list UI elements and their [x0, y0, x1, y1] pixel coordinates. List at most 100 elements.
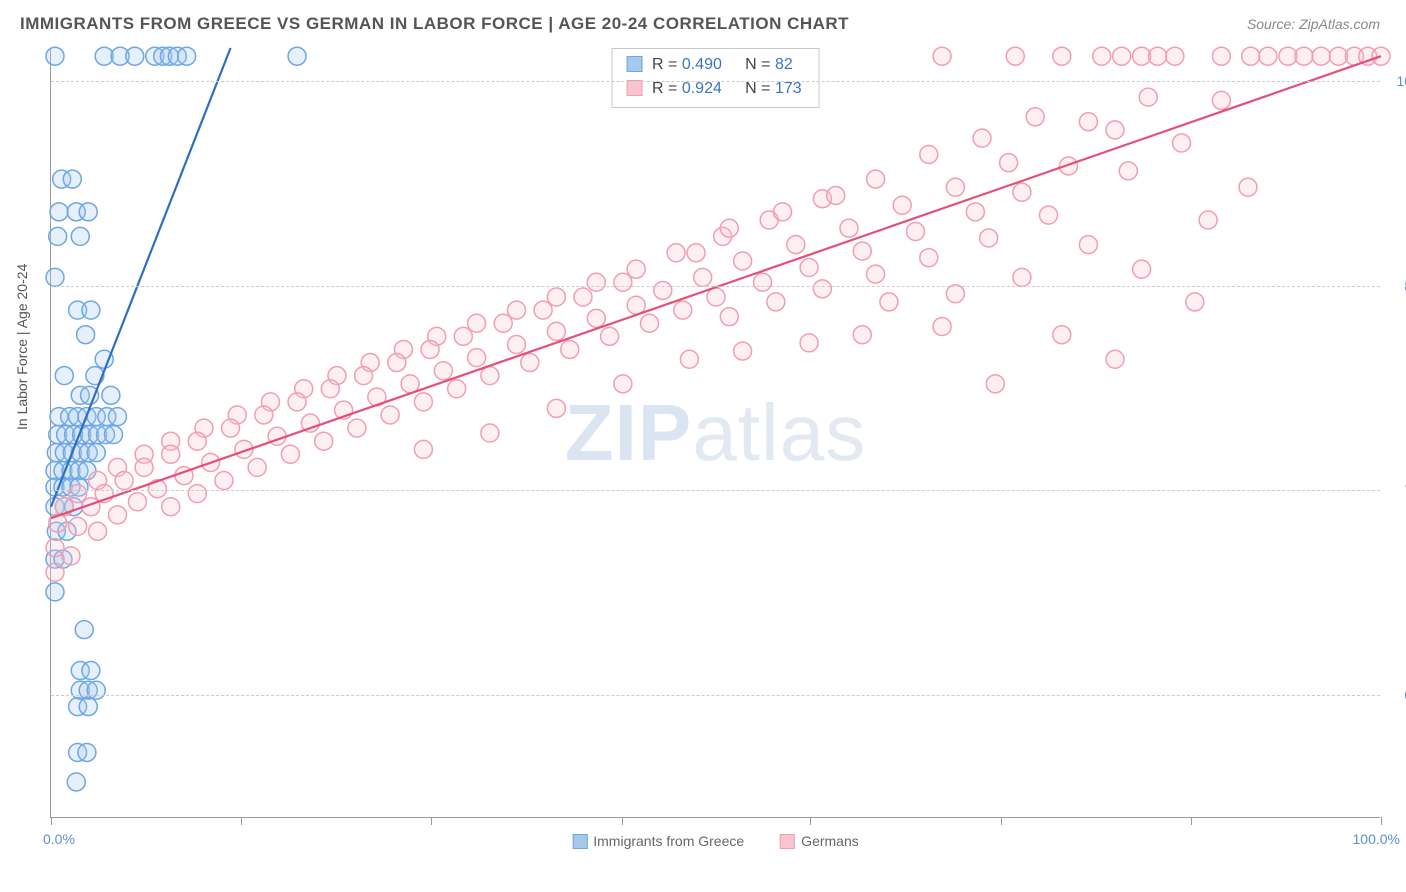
- data-point: [69, 485, 87, 503]
- x-tick: [1381, 817, 1382, 825]
- data-point: [547, 322, 565, 340]
- data-point: [840, 219, 858, 237]
- data-point: [1173, 134, 1191, 152]
- data-point: [321, 380, 339, 398]
- data-point: [67, 773, 85, 791]
- data-point: [547, 399, 565, 417]
- data-point: [734, 342, 752, 360]
- data-point: [82, 662, 100, 680]
- y-tick-label: 75.0%: [1388, 482, 1406, 498]
- x-tick: [51, 817, 52, 825]
- data-point: [1079, 113, 1097, 131]
- data-point: [687, 244, 705, 262]
- x-tick: [810, 817, 811, 825]
- gridline: [51, 81, 1380, 82]
- data-point: [907, 222, 925, 240]
- data-point: [215, 472, 233, 490]
- data-point: [55, 367, 73, 385]
- data-point: [255, 406, 273, 424]
- data-point: [1053, 47, 1071, 65]
- data-point: [128, 493, 146, 511]
- data-point: [288, 47, 306, 65]
- data-point: [707, 288, 725, 306]
- x-tick: [431, 817, 432, 825]
- data-point: [115, 472, 133, 490]
- gridline: [51, 490, 1380, 491]
- data-point: [680, 350, 698, 368]
- data-point: [880, 293, 898, 311]
- data-point: [248, 458, 266, 476]
- data-point: [800, 259, 818, 277]
- data-point: [1013, 183, 1031, 201]
- data-point: [694, 268, 712, 286]
- data-point: [414, 393, 432, 411]
- data-point: [946, 178, 964, 196]
- data-point: [388, 354, 406, 372]
- data-point: [946, 285, 964, 303]
- data-point: [281, 445, 299, 463]
- data-point: [1106, 350, 1124, 368]
- data-point: [1239, 178, 1257, 196]
- data-point: [102, 386, 120, 404]
- data-point: [188, 432, 206, 450]
- data-point: [414, 440, 432, 458]
- x-tick: [622, 817, 623, 825]
- data-point: [933, 318, 951, 336]
- data-point: [46, 563, 64, 581]
- data-point: [178, 47, 196, 65]
- data-point: [674, 301, 692, 319]
- stats-legend: R = 0.490 N = 82R = 0.924 N = 173: [611, 48, 820, 108]
- data-point: [1093, 47, 1111, 65]
- data-point: [82, 301, 100, 319]
- data-point: [481, 424, 499, 442]
- legend-item: Germans: [780, 833, 859, 849]
- data-point: [348, 419, 366, 437]
- data-point: [1166, 47, 1184, 65]
- data-point: [50, 203, 68, 221]
- data-point: [720, 308, 738, 326]
- data-point: [46, 47, 64, 65]
- data-point: [162, 498, 180, 516]
- data-point: [288, 393, 306, 411]
- data-point: [1133, 260, 1151, 278]
- data-point: [1149, 47, 1167, 65]
- data-point: [627, 260, 645, 278]
- data-point: [534, 301, 552, 319]
- y-axis-label: In Labor Force | Age 20-24: [14, 264, 30, 430]
- data-point: [109, 506, 127, 524]
- data-point: [71, 227, 89, 245]
- data-point: [75, 621, 93, 639]
- data-point: [1026, 108, 1044, 126]
- data-point: [62, 547, 80, 565]
- data-point: [79, 698, 97, 716]
- data-point: [448, 380, 466, 398]
- data-point: [754, 273, 772, 291]
- data-point: [126, 47, 144, 65]
- data-point: [787, 236, 805, 254]
- data-point: [734, 252, 752, 270]
- data-point: [135, 458, 153, 476]
- data-point: [1040, 206, 1058, 224]
- data-point: [355, 367, 373, 385]
- data-point: [1113, 47, 1131, 65]
- data-point: [641, 314, 659, 332]
- x-axis-max-label: 100.0%: [1353, 831, 1400, 847]
- data-point: [468, 349, 486, 367]
- data-point: [508, 301, 526, 319]
- data-point: [800, 334, 818, 352]
- data-point: [867, 265, 885, 283]
- y-tick-label: 62.5%: [1388, 687, 1406, 703]
- scatter-plot: [51, 48, 1380, 817]
- data-point: [614, 375, 632, 393]
- data-point: [827, 186, 845, 204]
- data-point: [547, 288, 565, 306]
- data-point: [481, 367, 499, 385]
- data-point: [434, 362, 452, 380]
- data-point: [933, 47, 951, 65]
- trend-line: [51, 56, 1381, 518]
- gridline: [51, 695, 1380, 696]
- data-point: [1212, 91, 1230, 109]
- data-point: [1186, 293, 1204, 311]
- data-point: [381, 406, 399, 424]
- data-point: [561, 340, 579, 358]
